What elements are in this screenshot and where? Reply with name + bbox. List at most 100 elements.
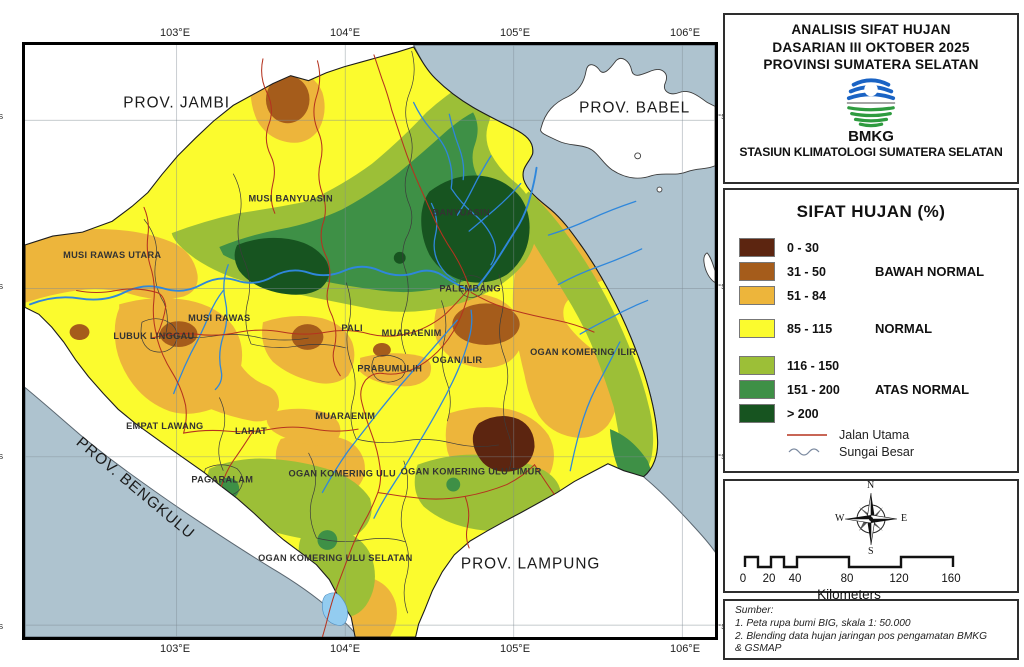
legend-row: 116 - 150 <box>739 356 839 375</box>
map-title-line3: PROVINSI SUMATERA SELATAN <box>763 57 979 73</box>
legend-swatch-85-115 <box>739 319 775 338</box>
district-label: OGAN KOMERING ULU SELATAN <box>258 553 412 563</box>
legend-row: 51 - 84 <box>739 286 826 305</box>
source-item: & GSMAP <box>735 643 782 655</box>
lat-label-right: 4°S <box>714 452 727 461</box>
lon-label-bottom: 104°E <box>329 643 361 655</box>
legend-range: 51 - 84 <box>787 288 826 303</box>
district-label: OGAN KOMERING ULU <box>289 469 396 479</box>
map-title-line1: ANALISIS SIFAT HUJAN <box>791 22 951 37</box>
district-label: BANYUASIN <box>432 207 489 217</box>
lat-label-right: 3°S <box>714 282 727 291</box>
road-line-icon <box>785 428 829 442</box>
lon-label-top: 106°E <box>669 27 701 39</box>
legend-swatch-51-84 <box>739 286 775 305</box>
district-label: LUBUK LINGGAU <box>113 331 194 341</box>
district-label: OGAN KOMERING ULU TIMUR <box>401 467 542 477</box>
org-name: BMKG <box>848 128 894 146</box>
legend-range: 0 - 30 <box>787 240 819 255</box>
legend-range: 85 - 115 <box>787 321 833 336</box>
lon-label-bottom: 103°E <box>159 643 191 655</box>
legend-line-river: Sungai Besar <box>785 445 914 459</box>
legend-range: 151 - 200 <box>787 382 840 397</box>
district-label: LAHAT <box>235 426 267 436</box>
scale-tick: 120 <box>889 573 909 585</box>
lake-ranau <box>321 592 348 626</box>
lat-label-right: 2°S <box>714 112 727 121</box>
legend-line-road: Jalan Utama <box>785 428 909 442</box>
district-label: PAGARALAM <box>191 475 253 485</box>
legend-row: 151 - 200 <box>739 380 840 399</box>
lon-label-bottom: 105°E <box>499 643 531 655</box>
lon-label-top: 105°E <box>499 27 531 39</box>
scale-tick: 20 <box>762 573 776 585</box>
station-name: STASIUN KLIMATOLOGI SUMATERA SELATAN <box>739 145 1003 160</box>
source-item: 1. Peta rupa bumi BIG, skala 1: 50.000 <box>735 617 911 629</box>
lat-label-left: 2°S <box>0 112 4 121</box>
main-roads <box>76 54 595 637</box>
legend-panel: SIFAT HUJAN (%) 0 - 30 31 - 50 51 - 84 8… <box>723 188 1019 473</box>
district-label: PALEMBANG <box>439 284 500 294</box>
legend-range: 116 - 150 <box>787 358 840 373</box>
islet <box>703 252 715 284</box>
rivers <box>29 101 649 626</box>
source-panel: Sumber: 1. Peta rupa bumi BIG, skala 1: … <box>723 599 1019 660</box>
district-label: MUSI RAWAS UTARA <box>63 250 161 260</box>
province-label-jambi: PROV. JAMBI <box>123 94 230 111</box>
legend-range: 31 - 50 <box>787 264 826 279</box>
map-canvas: PROV. JAMBI PROV. BABEL PROV. BENGKULU P… <box>22 42 718 640</box>
district-label: PALI <box>341 323 362 333</box>
district-label: OGAN ILIR <box>432 355 482 365</box>
legend-title: SIFAT HUJAN (%) <box>796 202 946 221</box>
source-item: 2. Blending data hujan jaringan pos peng… <box>735 630 988 642</box>
province-label-babel: PROV. BABEL <box>579 99 690 116</box>
legend-swatch-151-200 <box>739 380 775 399</box>
scale-tick: 40 <box>788 573 802 585</box>
legend-group-above: ATAS NORMAL <box>875 382 970 397</box>
legend-row: > 200 <box>739 404 819 423</box>
district-label: PRABUMULIH <box>357 364 422 374</box>
legend-river-label: Sungai Besar <box>839 445 915 459</box>
compass-scale-panel: N S E W 0 20 40 80 120 160 Kilometers <box>723 479 1019 602</box>
islet <box>634 152 642 160</box>
lon-label-top: 103°E <box>159 27 191 39</box>
legend-swatch-116-150 <box>739 356 775 375</box>
legend-row: 31 - 50 <box>739 262 826 281</box>
province-boundary <box>25 46 659 637</box>
legend-swatch-gt-200 <box>739 404 775 423</box>
source-heading: Sumber: <box>735 605 774 616</box>
legend-swatch-0-30 <box>739 238 775 257</box>
district-label: MUSI BANYUASIN <box>248 193 333 203</box>
legend-row: 85 - 115 <box>739 319 832 338</box>
district-label: EMPAT LAWANG <box>126 421 203 431</box>
scale-tick: 160 <box>941 573 961 585</box>
province-label-lampung: PROV. LAMPUNG <box>461 556 600 573</box>
legend-group-normal: NORMAL <box>875 321 933 336</box>
bangka-island <box>540 58 715 179</box>
district-label: MUARAENIM <box>315 411 375 421</box>
compass-rose-icon: N S E W <box>829 480 913 560</box>
legend-swatch-31-50 <box>739 262 775 281</box>
scale-unit-label: Kilometers <box>817 587 881 602</box>
lat-label-left: 3°S <box>0 282 4 291</box>
scale-tick: 80 <box>840 573 854 585</box>
compass-west-label: W <box>835 513 845 524</box>
title-panel: ANALISIS SIFAT HUJAN DASARIAN III OKTOBE… <box>723 13 1019 184</box>
river-line-icon <box>785 445 829 459</box>
scale-tick: 0 <box>739 573 747 585</box>
compass-north-label: N <box>867 480 875 491</box>
map-title-line2: DASARIAN III OKTOBER 2025 <box>772 39 970 55</box>
district-label: MUARAENIM <box>382 328 442 338</box>
district-label: OGAN KOMERING ILIR <box>530 347 636 357</box>
lat-label-left: 4°S <box>0 452 4 461</box>
compass-east-label: E <box>901 513 908 524</box>
legend-group-below: BAWAH NORMAL <box>875 264 985 279</box>
lat-label-left: 5°S <box>0 622 4 631</box>
lon-label-top: 104°E <box>329 27 361 39</box>
islet <box>656 186 663 193</box>
lon-label-bottom: 106°E <box>669 643 701 655</box>
compass-south-label: S <box>868 546 874 557</box>
legend-road-label: Jalan Utama <box>839 428 910 442</box>
graticule <box>25 45 715 637</box>
